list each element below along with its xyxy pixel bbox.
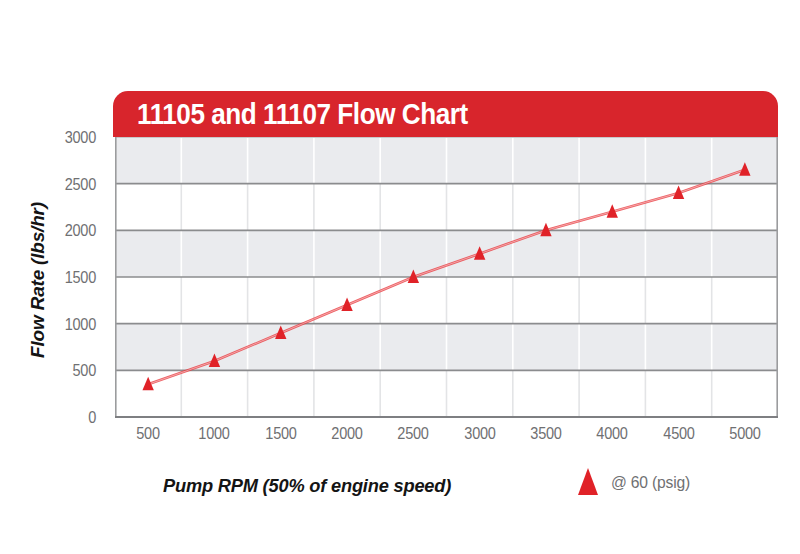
x-tick-label: 3000 xyxy=(451,423,509,443)
x-tick-label: 500 xyxy=(119,423,177,443)
y-tick-label: 1000 xyxy=(24,314,96,334)
x-tick-label: 1500 xyxy=(252,423,310,443)
x-tick-label: 3500 xyxy=(517,423,575,443)
x-axis-title: Pump RPM (50% of engine speed) xyxy=(163,475,451,497)
legend: @ 60 (psig) xyxy=(578,468,697,495)
y-tick-label: 2000 xyxy=(24,220,96,240)
flow-chart-figure: 11105 and 11107 Flow Chart Flow Rate (lb… xyxy=(0,0,800,554)
x-tick-label: 2500 xyxy=(384,423,442,443)
legend-label: @ 60 (psig) xyxy=(611,473,690,493)
chart-title-bar: 11105 and 11107 Flow Chart xyxy=(113,91,778,137)
chart-title: 11105 and 11107 Flow Chart xyxy=(137,98,468,131)
y-tick-label: 0 xyxy=(24,407,96,427)
y-tick-label: 3000 xyxy=(24,127,96,147)
x-tick-label: 4000 xyxy=(583,423,641,443)
x-tick-label: 2000 xyxy=(318,423,376,443)
x-tick-label: 5000 xyxy=(716,423,774,443)
y-tick-label: 500 xyxy=(24,360,96,380)
legend-triangle-icon xyxy=(578,468,598,495)
y-tick-label: 1500 xyxy=(24,267,96,287)
x-tick-label: 1000 xyxy=(185,423,243,443)
y-tick-label: 2500 xyxy=(24,174,96,194)
x-tick-label: 4500 xyxy=(650,423,708,443)
